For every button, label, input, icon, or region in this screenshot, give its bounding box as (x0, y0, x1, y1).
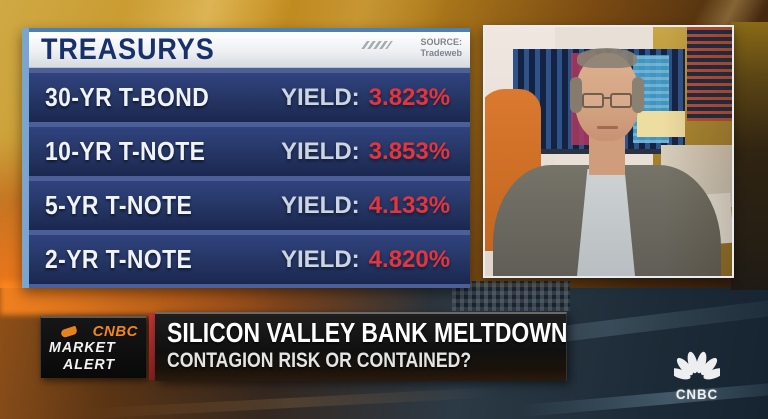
glasses-lens (610, 93, 632, 108)
headline-title: SILICON VALLEY BANK MELTDOWN (167, 317, 568, 348)
panel-body: 30-YR T-BOND YIELD: 3.823% 10-YR T-NOTE … (29, 68, 470, 288)
yield-cell: YIELD: 4.133% (281, 192, 450, 220)
yield-value: 4.133% (368, 191, 451, 219)
source-name: Tradeweb (420, 47, 462, 58)
right-shadow (731, 22, 768, 290)
instrument-label: 30-YR T-BOND (45, 82, 210, 112)
watermark-text: CNBC (675, 386, 719, 402)
glasses-icon (582, 93, 632, 108)
yield-cell: YIELD: 3.853% (281, 138, 450, 166)
panel-title: TREASURYS (41, 32, 215, 66)
led-wall-texture (452, 281, 570, 311)
headline-subtitle: CONTAGION RISK OR CONTAINED? (167, 349, 472, 373)
instrument-label: 2-YR T-NOTE (45, 244, 193, 274)
guest-mouth (597, 126, 618, 129)
source-attribution: SOURCE: Tradeweb (420, 37, 462, 59)
guest-video-feed (483, 25, 734, 278)
yield-cell: YIELD: 4.820% (281, 246, 450, 274)
yield-label: YIELD: (281, 191, 360, 219)
badge-line-market: MARKET (49, 339, 116, 356)
banner-red-stripe (149, 313, 155, 380)
instrument-label: 10-YR T-NOTE (45, 136, 206, 166)
table-row: 5-YR T-NOTE YIELD: 4.133% (29, 181, 470, 230)
source-label: SOURCE: (420, 37, 462, 47)
panel-top-edge (29, 28, 470, 32)
guest-shirt (577, 169, 635, 276)
yield-label: YIELD: (281, 83, 360, 111)
yield-value: 4.820% (368, 245, 451, 273)
guest-hair (632, 77, 644, 113)
video-shading (485, 27, 732, 276)
glasses-bridge (604, 97, 610, 99)
table-row: 30-YR T-BOND YIELD: 3.823% (29, 73, 470, 122)
panel-header: TREASURYS SOURCE: Tradeweb (29, 32, 470, 68)
yield-value: 3.823% (368, 83, 451, 111)
instrument-label: 5-YR T-NOTE (45, 190, 193, 220)
yield-label: YIELD: (281, 245, 360, 273)
table-row: 10-YR T-NOTE YIELD: 3.853% (29, 127, 470, 176)
guest-hair (577, 48, 637, 68)
badge-brand-row: CNBC (49, 323, 138, 340)
glasses-lens (582, 93, 604, 108)
sticky-note (637, 111, 685, 137)
cnbc-watermark: CNBC (666, 350, 728, 401)
yield-cell: YIELD: 3.823% (281, 84, 450, 112)
yield-label: YIELD: (281, 137, 360, 165)
guest-hair (570, 77, 582, 113)
badge-line-alert: ALERT (63, 355, 115, 373)
table-row: 2-YR T-NOTE YIELD: 4.820% (29, 235, 470, 284)
badge-brand: CNBC (92, 323, 138, 340)
yield-value: 3.853% (368, 137, 451, 165)
cnbc-peacock-swoosh-icon (60, 325, 78, 339)
headline-banner: SILICON VALLEY BANK MELTDOWN CONTAGION R… (155, 312, 568, 381)
treasurys-panel: TREASURYS SOURCE: Tradeweb 30-YR T-BOND … (22, 28, 470, 288)
market-alert-badge: CNBC MARKET ALERT (40, 316, 146, 378)
trading-monitor-side (687, 27, 732, 121)
tradeweb-logo-icon (361, 41, 393, 49)
cnbc-peacock-icon (669, 351, 725, 380)
